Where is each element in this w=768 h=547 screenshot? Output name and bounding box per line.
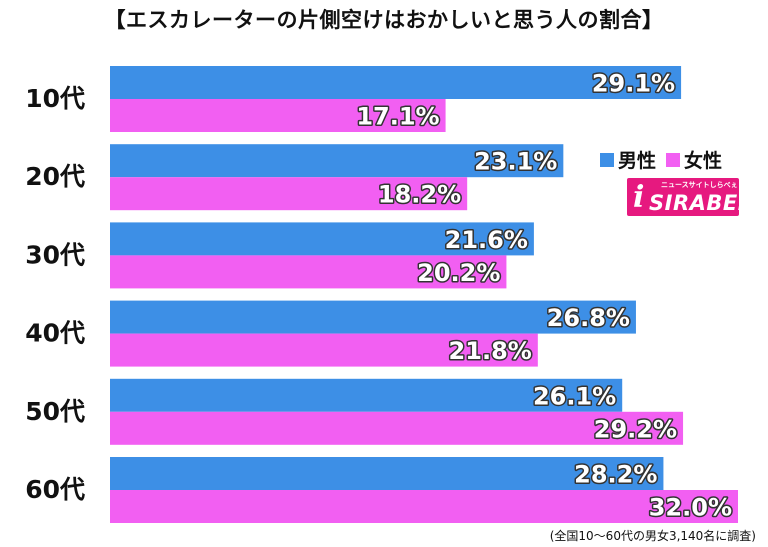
category-label: 40代 <box>25 319 85 348</box>
value-label: 29.1% <box>592 70 675 98</box>
category-label: 20代 <box>25 162 85 191</box>
bar-female <box>110 177 468 211</box>
value-label: 17.1% <box>356 103 439 131</box>
legend-swatch-male <box>600 152 614 167</box>
value-label: 21.8% <box>449 337 532 365</box>
category-label: 50代 <box>25 397 85 426</box>
value-label: 26.1% <box>533 382 616 410</box>
bar-male <box>110 300 636 334</box>
bar-male <box>110 378 623 412</box>
value-label: 23.1% <box>474 148 557 176</box>
bar-male <box>110 457 664 490</box>
logo-text: SIRABEE <box>649 191 739 215</box>
category-label: 10代 <box>25 84 85 113</box>
legend-item-female: 女性 <box>666 146 722 173</box>
category-label: 30代 <box>25 240 85 269</box>
sirabee-logo: i ニュースサイトしらべぇ SIRABEE <box>627 178 739 216</box>
bar-male <box>110 144 564 178</box>
bar-female <box>110 255 507 289</box>
category-label: 60代 <box>25 475 85 504</box>
value-label: 29.2% <box>594 415 677 443</box>
legend-swatch-female <box>666 152 681 167</box>
logo-subtitle: ニュースサイトしらべぇ <box>661 181 738 189</box>
logo-i-icon: i <box>633 180 645 215</box>
chart-title: 【エスカレーターの片側空けはおかしいと思う人の割合】 <box>104 8 664 32</box>
bar-female <box>110 333 538 367</box>
bar-female <box>110 490 738 523</box>
value-label: 26.8% <box>547 304 630 332</box>
value-label: 32.0% <box>649 494 732 522</box>
bar-male <box>110 222 534 256</box>
legend: 男性 女性 <box>600 146 722 173</box>
value-label: 18.2% <box>378 181 461 209</box>
value-label: 21.6% <box>445 226 528 254</box>
legend-label-male: 男性 <box>618 150 657 172</box>
bar-female <box>110 99 446 132</box>
legend-item-male: 男性 <box>600 146 656 173</box>
value-label: 20.2% <box>417 259 500 287</box>
value-label: 28.2% <box>574 461 657 489</box>
bar-female <box>110 411 684 445</box>
legend-label-female: 女性 <box>684 150 723 172</box>
footnote: (全国10～60代の男女3,140名に調査) <box>549 529 756 543</box>
bar-male <box>110 66 682 99</box>
